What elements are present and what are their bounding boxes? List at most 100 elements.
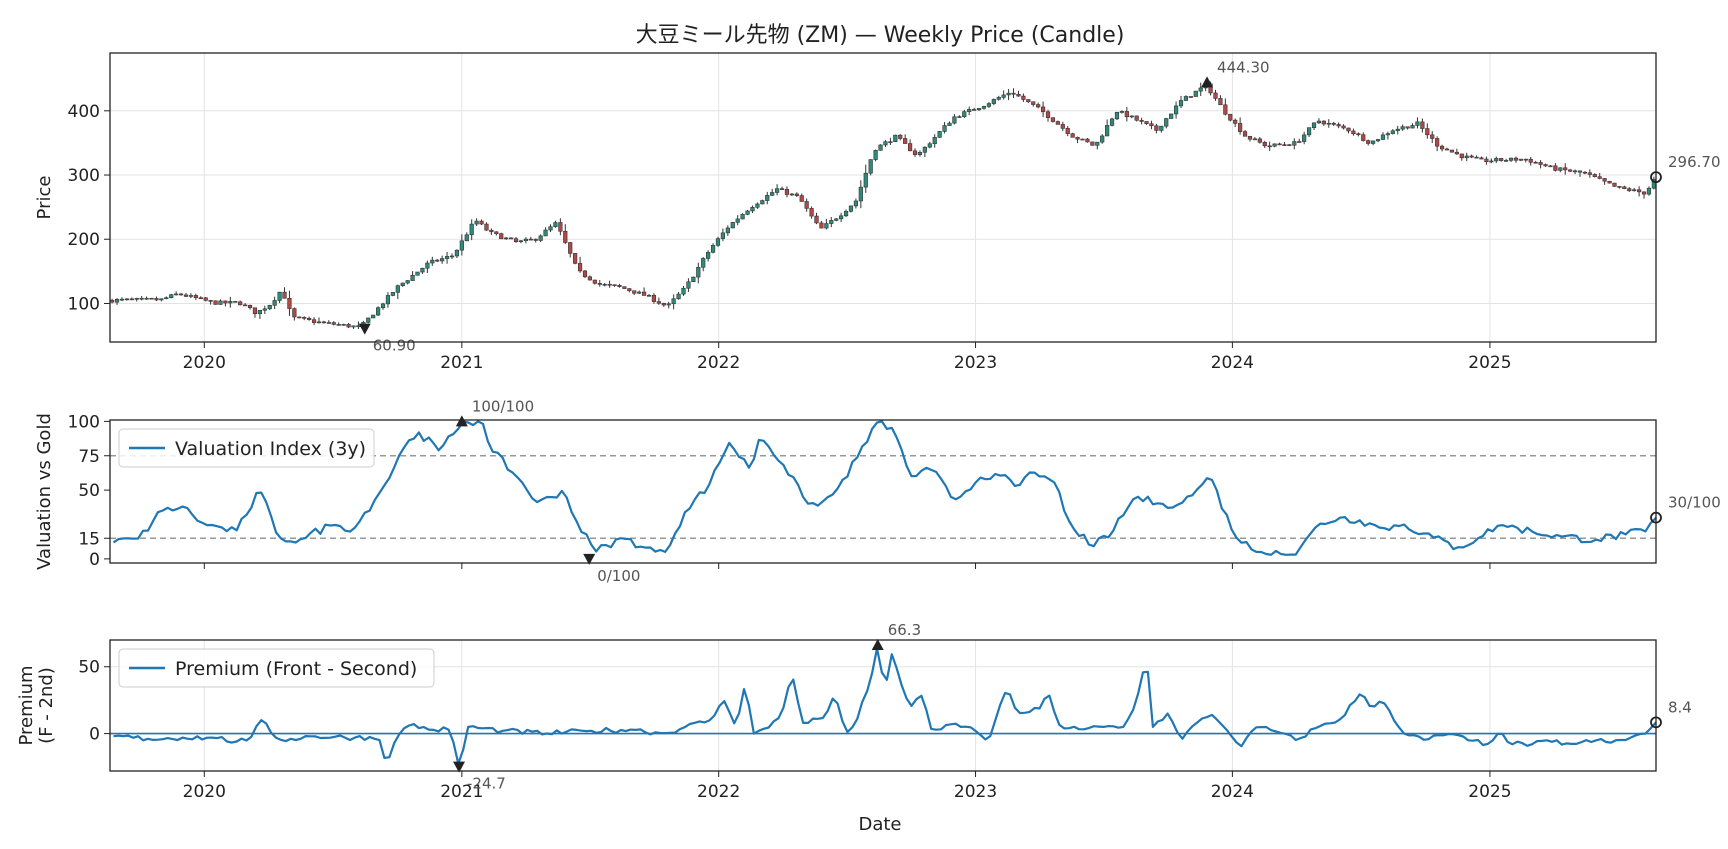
candle-body	[366, 317, 371, 323]
x-tick-label: 2022	[697, 782, 740, 802]
candle-body	[942, 125, 947, 132]
candle-body	[297, 316, 302, 319]
candle-body	[1242, 131, 1248, 137]
candle-body	[247, 305, 253, 309]
candle-body	[848, 205, 854, 212]
candle-body	[1366, 140, 1371, 144]
y-tick-label: 75	[78, 447, 100, 467]
candle-body	[1484, 158, 1489, 163]
candle-body	[1188, 96, 1193, 98]
candle-body	[858, 186, 863, 202]
candle-body	[494, 231, 499, 234]
candle-body	[1149, 123, 1154, 127]
candle-body	[410, 274, 415, 281]
last-annotation: 8.4	[1668, 698, 1692, 716]
candle-body	[1144, 121, 1149, 125]
candle-body	[1316, 120, 1322, 124]
candle-body	[252, 307, 258, 315]
y-tick-label: 0	[89, 550, 100, 570]
candle-body	[371, 314, 376, 319]
candle-body	[617, 285, 622, 287]
candle-body	[893, 134, 898, 142]
candle-body	[124, 298, 129, 301]
candle-body	[706, 252, 711, 259]
candle-body	[1449, 149, 1455, 153]
candle-body	[814, 215, 819, 224]
candle-body	[1415, 121, 1420, 126]
candle-body	[804, 201, 809, 209]
candle-body	[1494, 158, 1499, 162]
candle-body	[464, 234, 469, 242]
candle-body	[1011, 92, 1016, 95]
candle-body	[356, 325, 361, 328]
y-axis-label: Premium(F - 2nd)	[16, 665, 57, 745]
candle-body	[1031, 101, 1036, 105]
candle-body	[558, 222, 563, 232]
candle-body	[1218, 98, 1223, 106]
candle-body	[1306, 127, 1312, 136]
candle-body	[1292, 141, 1297, 146]
candle-body	[528, 238, 533, 241]
legend-box	[118, 648, 435, 688]
candle-body	[779, 188, 785, 190]
candle-body	[1026, 99, 1031, 103]
candle-body	[637, 291, 642, 294]
candle-body	[444, 256, 450, 259]
candle-body	[1065, 128, 1070, 134]
y-tick-label: 300	[68, 166, 100, 186]
candle-body	[1105, 125, 1110, 137]
candle-body	[799, 195, 804, 202]
x-tick-label: 2023	[954, 353, 997, 373]
candle-body	[430, 259, 435, 264]
candle-body	[641, 291, 647, 296]
candle-body	[321, 321, 327, 324]
candle-body	[765, 195, 770, 201]
candle-body	[533, 238, 538, 241]
candle-body	[839, 215, 844, 220]
candle-body	[888, 141, 893, 143]
candle-body	[607, 283, 612, 286]
candle-body	[489, 229, 494, 233]
candle-body	[119, 298, 125, 301]
last-annotation: 30/100	[1668, 494, 1721, 512]
candle-body	[183, 294, 189, 297]
min-marker	[453, 761, 466, 773]
candle-body	[991, 99, 996, 104]
candle-body	[1504, 160, 1509, 162]
candle-body	[110, 299, 115, 303]
candle-body	[1435, 138, 1440, 147]
candle-body	[597, 283, 602, 285]
candle-body	[1060, 124, 1065, 129]
candle-body	[149, 297, 154, 300]
candle-body	[873, 150, 878, 160]
candle-body	[376, 307, 381, 316]
candle-body	[257, 309, 262, 315]
candle-body	[932, 137, 937, 145]
candle-body	[774, 188, 780, 193]
x-tick-label: 2025	[1468, 782, 1511, 802]
candle-body	[1395, 128, 1400, 132]
candle-body	[548, 226, 553, 231]
candle-body	[868, 159, 873, 174]
candle-body	[474, 220, 479, 225]
candle-body	[1543, 164, 1548, 167]
candle-body	[710, 245, 716, 253]
price-axes-frame	[109, 52, 1657, 343]
candle-body	[1109, 118, 1115, 126]
candle-body	[1247, 135, 1253, 140]
candle-body	[1597, 176, 1602, 179]
candle-body	[316, 321, 322, 324]
candle-body	[1173, 105, 1179, 115]
candle-body	[730, 222, 735, 229]
candle-body	[794, 193, 799, 196]
candle-body	[1124, 111, 1129, 118]
candle-body	[1479, 157, 1484, 160]
chart-title: 大豆ミール先物 (ZM) — Weekly Price (Candle)	[636, 23, 1125, 48]
candle-body	[1080, 138, 1085, 141]
candle-body	[1016, 93, 1021, 97]
candle-body	[1558, 167, 1563, 171]
y-tick-label: 200	[68, 230, 100, 250]
x-tick-label: 2020	[183, 353, 226, 373]
candle-body	[1553, 165, 1558, 171]
